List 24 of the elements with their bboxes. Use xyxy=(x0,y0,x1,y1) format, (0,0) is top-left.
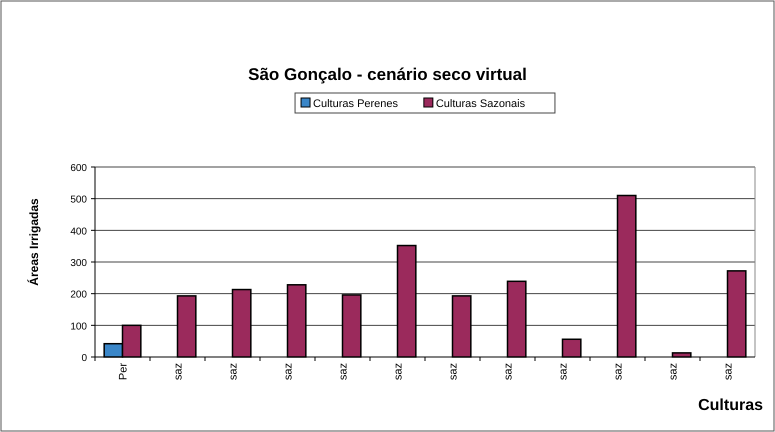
y-tick-label: 100 xyxy=(70,321,88,332)
x-tick-label: saz xyxy=(722,363,734,380)
x-tick-label: saz xyxy=(502,363,514,380)
y-tick-label: 600 xyxy=(70,163,88,174)
x-tick-label: saz xyxy=(392,363,404,380)
y-tick-label: 0 xyxy=(81,353,88,364)
y-axis-title: Áreas Irrigadas xyxy=(27,198,41,286)
x-tick-label: saz xyxy=(338,363,350,380)
legend-label: Culturas Sazonais xyxy=(436,98,526,110)
chart-title: São Gonçalo - cenário seco virtual xyxy=(248,65,527,84)
y-tick-label: 400 xyxy=(70,226,88,238)
y-tick-label: 300 xyxy=(70,258,88,269)
x-tick-label: saz xyxy=(282,363,294,380)
y-tick-label: 500 xyxy=(70,194,88,206)
x-tick-label: saz xyxy=(668,363,680,380)
x-tick-label: saz xyxy=(448,363,460,380)
x-tick-label: Per xyxy=(118,362,130,380)
x-axis-title: Culturas xyxy=(698,397,764,414)
x-tick-label: saz xyxy=(172,363,184,380)
x-tick-label: saz xyxy=(228,363,240,380)
y-tick-label: 200 xyxy=(70,290,88,301)
x-tick-label: saz xyxy=(558,363,570,380)
legend-label: Culturas Perenes xyxy=(313,98,399,110)
x-tick-label: saz xyxy=(612,363,624,380)
